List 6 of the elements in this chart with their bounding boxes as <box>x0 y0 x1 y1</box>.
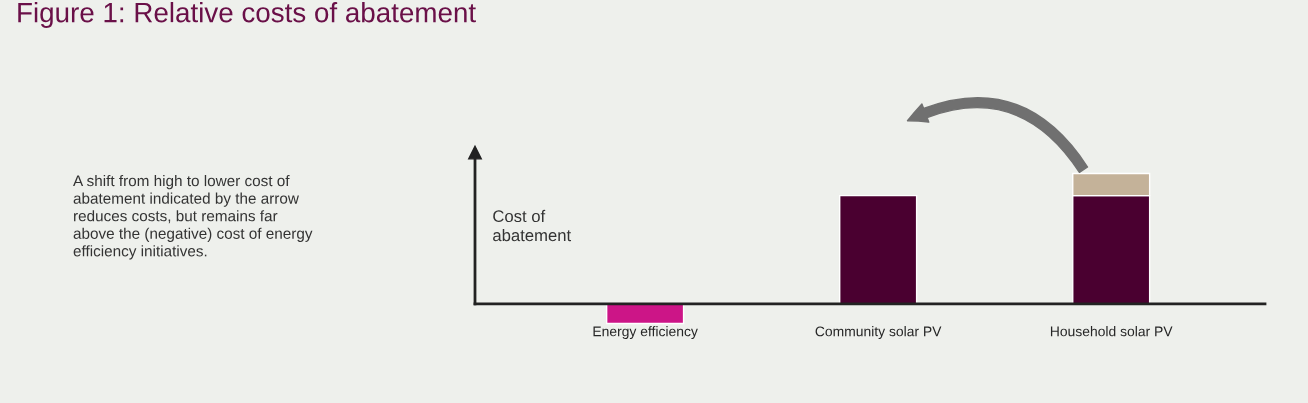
x-tick-label: Energy efficiency <box>593 326 698 340</box>
text: Figure 1: Relative costs of abatement <box>18 2 476 28</box>
x-tick-label: Household solar PV <box>1050 326 1173 337</box>
x-tick-label: Community solar PV <box>815 326 942 340</box>
text: A shift from high to lower cost of abatement indicated by the arrow reduces costs, but remains far above the (negative) cost of energy efficiency initiatives. <box>73 175 313 260</box>
y-axis-title: Cost of abatement <box>493 209 572 242</box>
